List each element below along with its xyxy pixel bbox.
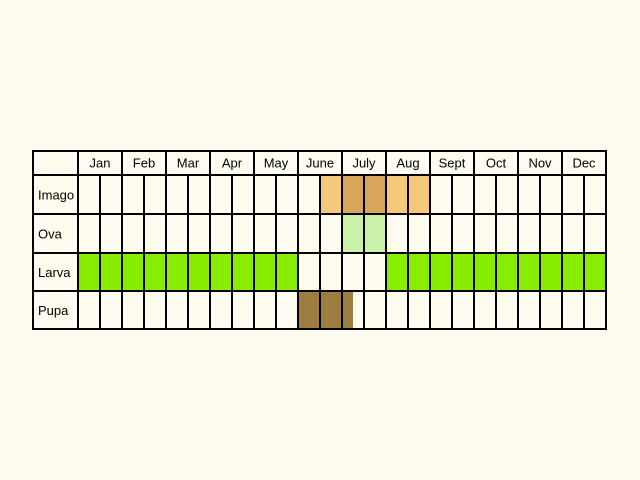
stage-label-larva: Larva [38, 265, 71, 280]
imago-period-3 [386, 176, 395, 213]
month-label-oct: Oct [486, 156, 507, 171]
calendar-grid [32, 150, 607, 330]
month-label-jan: Jan [90, 156, 111, 171]
month-label-mar: Mar [177, 156, 200, 171]
stage-label-ova: Ova [38, 227, 63, 242]
month-header: Jan Feb Mar Apr May June July Aug Sept Oct Nov Dec [90, 156, 597, 171]
month-label-may: May [264, 156, 289, 171]
stage-label-pupa: Pupa [38, 303, 69, 318]
month-label-aug: Aug [396, 156, 419, 171]
month-label-nov: Nov [528, 156, 552, 171]
month-label-feb: Feb [133, 156, 155, 171]
month-label-june: June [306, 156, 334, 171]
stage-labels: Imago Ova Larva Pupa [38, 188, 74, 319]
stage-label-imago: Imago [38, 188, 74, 203]
month-label-apr: Apr [222, 156, 243, 171]
month-label-july: July [352, 156, 376, 171]
pupa-period-1 [298, 292, 353, 328]
month-label-sept: Sept [439, 156, 466, 171]
month-label-dec: Dec [572, 156, 596, 171]
